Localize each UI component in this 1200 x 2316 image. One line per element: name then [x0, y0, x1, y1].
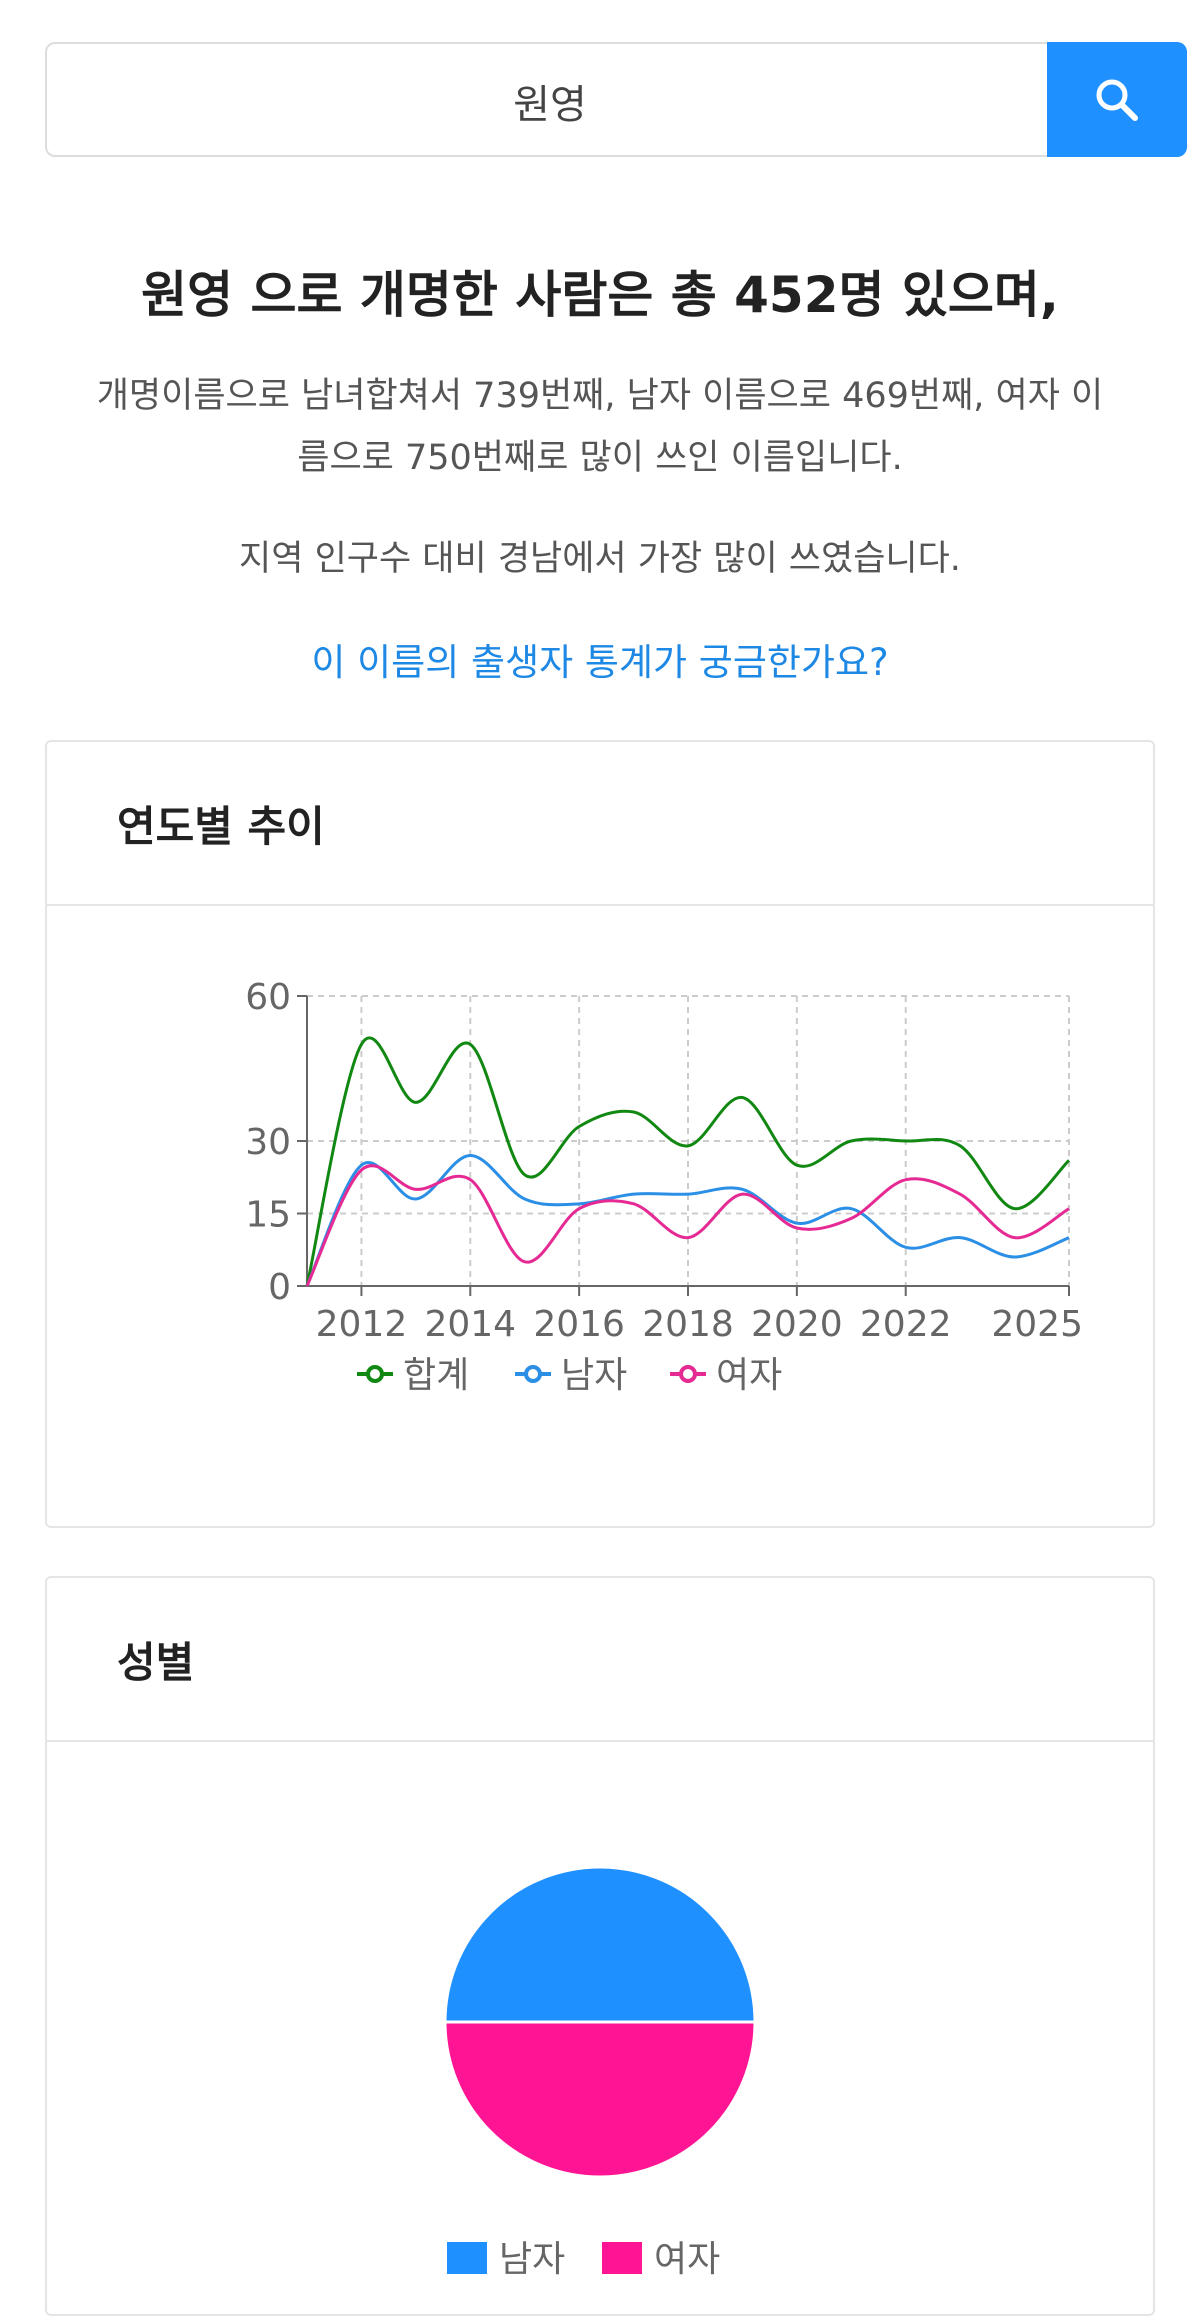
search-bar: [45, 42, 1187, 157]
y-tick-label: 60: [245, 977, 291, 1018]
x-tick-label: 2018: [642, 1304, 734, 1345]
legend-item-female[interactable]: 여자: [670, 1355, 782, 1396]
x-tick-label: 2022: [860, 1304, 952, 1345]
x-tick-label: 2025: [991, 1304, 1083, 1345]
rank-description-line1: 개명이름으로 남녀합쳐서 739번째, 남자 이름으로 469번째, 여자 이: [96, 376, 1104, 416]
y-tick-label: 0: [268, 1267, 291, 1308]
series-line-total: [305, 1036, 1071, 1287]
pie-slice-female[interactable]: [443, 2020, 757, 2179]
legend-marker: [524, 1365, 542, 1383]
legend-label: 여자: [716, 1355, 782, 1396]
legend-swatch: [602, 2242, 642, 2274]
series-line-female: [305, 1164, 1070, 1287]
x-tick-label: 2020: [751, 1304, 843, 1345]
y-tick-label: 30: [245, 1122, 291, 1163]
search-input[interactable]: [47, 44, 1053, 157]
search-icon: [1096, 79, 1138, 121]
legend-item-total[interactable]: 합계: [357, 1355, 469, 1396]
legend-label: 여자: [654, 2239, 720, 2280]
x-tick-label: 2014: [424, 1304, 516, 1345]
rank-description: 개명이름으로 남녀합쳐서 739번째, 남자 이름으로 469번째, 여자 이 …: [40, 365, 1160, 489]
legend-label: 남자: [499, 2239, 565, 2280]
series-line-male: [305, 1153, 1070, 1287]
legend-swatch: [447, 2242, 487, 2274]
result-headline: 원영 으로 개명한 사람은 총 452명 있으며,: [141, 266, 1059, 324]
pie-legend-item-female[interactable]: 여자: [602, 2239, 720, 2280]
legend-label: 합계: [403, 1355, 469, 1396]
x-tick-label: 2012: [316, 1304, 408, 1345]
y-tick-label: 15: [245, 1195, 291, 1236]
birth-stats-link[interactable]: 이 이름의 출생자 통계가 궁금한가요?: [311, 641, 889, 684]
trend-card: 연도별 추이 0 15 30 60 2012 2014 2016 2018 2020 2022 20…: [45, 740, 1155, 1528]
trend-card-title: 연도별 추이: [47, 742, 1153, 906]
legend-marker: [679, 1365, 697, 1383]
pie-legend-item-male[interactable]: 남자: [447, 2239, 565, 2280]
legend-marker: [366, 1365, 384, 1383]
pie-slice-male[interactable]: [443, 1865, 757, 2024]
region-description: 지역 인구수 대비 경남에서 가장 많이 쓰였습니다.: [239, 539, 961, 579]
search-button[interactable]: [1047, 42, 1187, 157]
legend-label: 남자: [561, 1355, 627, 1396]
trend-line-chart: 0 15 30 60 2012 2014 2016 2018 2020 2022 2025 합계 남자…: [245, 977, 1083, 1396]
rank-description-line2: 름으로 750번째로 많이 쓰인 이름입니다.: [297, 438, 903, 478]
gender-card-title: 성별: [47, 1578, 1153, 1742]
legend-item-male[interactable]: 남자: [515, 1355, 627, 1396]
gender-card: 성별 남자 여자: [45, 1576, 1155, 2316]
x-tick-label: 2016: [533, 1304, 625, 1345]
gender-pie-chart: 남자 여자: [443, 1865, 757, 2280]
